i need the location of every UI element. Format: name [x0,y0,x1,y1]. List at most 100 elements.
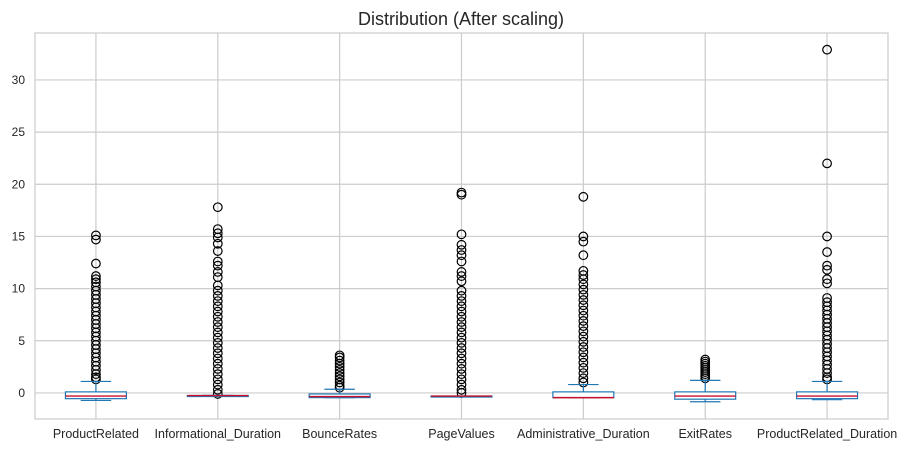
outlier-point [456,384,467,395]
outlier-point [212,232,223,243]
outlier-point [212,238,223,249]
outlier-point [456,239,467,250]
y-tick-label: 20 [12,177,26,191]
outlier-point [578,274,589,285]
outlier-point [456,337,467,348]
outlier-point [456,332,467,343]
outlier-point [578,295,589,305]
box-group [796,44,859,401]
outlier-point [334,352,345,363]
outlier-point [456,343,467,353]
outlier-point [456,353,467,364]
outlier-point [822,274,832,285]
outlier-point [822,264,832,275]
outlier-point [212,290,223,301]
chart-title: Distribution (After scaling) [358,9,564,29]
outlier-point [578,300,589,311]
outlier-point [578,321,589,332]
plot-area-frame [34,32,889,420]
outlier-point [212,343,223,353]
box-group [674,354,737,403]
outlier-point [91,274,101,285]
outlier-point [456,317,467,327]
iqr-box [796,391,859,400]
outlier-point [456,267,467,277]
box-group [186,202,249,399]
outlier-point [578,231,589,242]
outlier-point [578,316,589,326]
outlier-point [334,358,345,369]
outlier-point [578,368,589,378]
outlier-point [212,296,223,307]
outlier-point [822,260,832,271]
outlier-point [212,337,223,348]
outlier-point [212,267,223,277]
outlier-point [578,250,589,261]
outlier-point [212,327,223,338]
box-series [64,44,859,403]
outlier-point [822,278,832,289]
outlier-point [578,289,589,300]
y-axis-ticks: 0 5 10 15 20 25 30 [12,73,26,400]
y-tick-label: 0 [18,386,25,400]
outlier-point [822,247,832,257]
x-tick-label: ExitRates [678,427,732,441]
outlier-point [578,305,589,316]
x-tick-label: BounceRates [302,427,377,441]
outlier-point [212,311,223,322]
outlier-point [212,348,223,359]
outlier-point [456,301,467,312]
outlier-point [578,352,589,363]
outlier-point [212,317,223,327]
outlier-point [456,327,467,338]
x-tick-label: Informational_Duration [155,427,282,441]
y-tick-label: 5 [18,334,25,348]
outlier-point [212,322,223,333]
y-tick-label: 30 [12,73,26,87]
outlier-point [456,358,467,369]
outlier-point [578,357,589,368]
outlier-point [822,158,832,169]
box-group [430,187,493,398]
outlier-point [212,364,223,374]
x-axis-ticks: ProductRelated Informational_Duration Boun… [53,427,897,441]
outlier-point [578,310,589,321]
outlier-point [334,361,345,372]
outlier-point [456,189,467,200]
outlier-point [456,374,467,385]
outlier-point [456,256,467,267]
x-tick-label: Administrative_Duration [517,427,650,441]
grid-lines [35,33,888,419]
x-tick-label: PageValues [428,427,495,441]
outlier-point [578,342,589,352]
y-tick-label: 25 [12,125,26,139]
outlier-point [456,296,467,307]
outlier-point [578,191,589,202]
outlier-point [212,202,223,213]
outlier-point [212,358,223,369]
outlier-point [456,276,467,287]
outlier-point [456,285,467,296]
outlier-point [91,369,101,380]
outlier-point [91,234,101,245]
outlier-point [212,353,223,364]
outlier-point [334,355,345,366]
outlier-point [456,348,467,359]
outlier-point [334,371,345,382]
outlier-point [212,301,223,312]
outlier-point [91,230,101,241]
outlier-point [578,347,589,358]
outlier-point [212,384,223,395]
y-tick-label: 10 [12,282,26,296]
box-group [308,350,371,399]
outlier-point [578,270,589,280]
x-tick-label: ProductRelated_Duration [757,427,897,441]
outlier-point [822,368,832,378]
outlier-point [456,369,467,380]
outlier-point [212,389,223,399]
outlier-point [334,365,345,375]
outlier-point [212,256,223,267]
outlier-point [212,246,223,256]
outlier-point [212,260,223,271]
